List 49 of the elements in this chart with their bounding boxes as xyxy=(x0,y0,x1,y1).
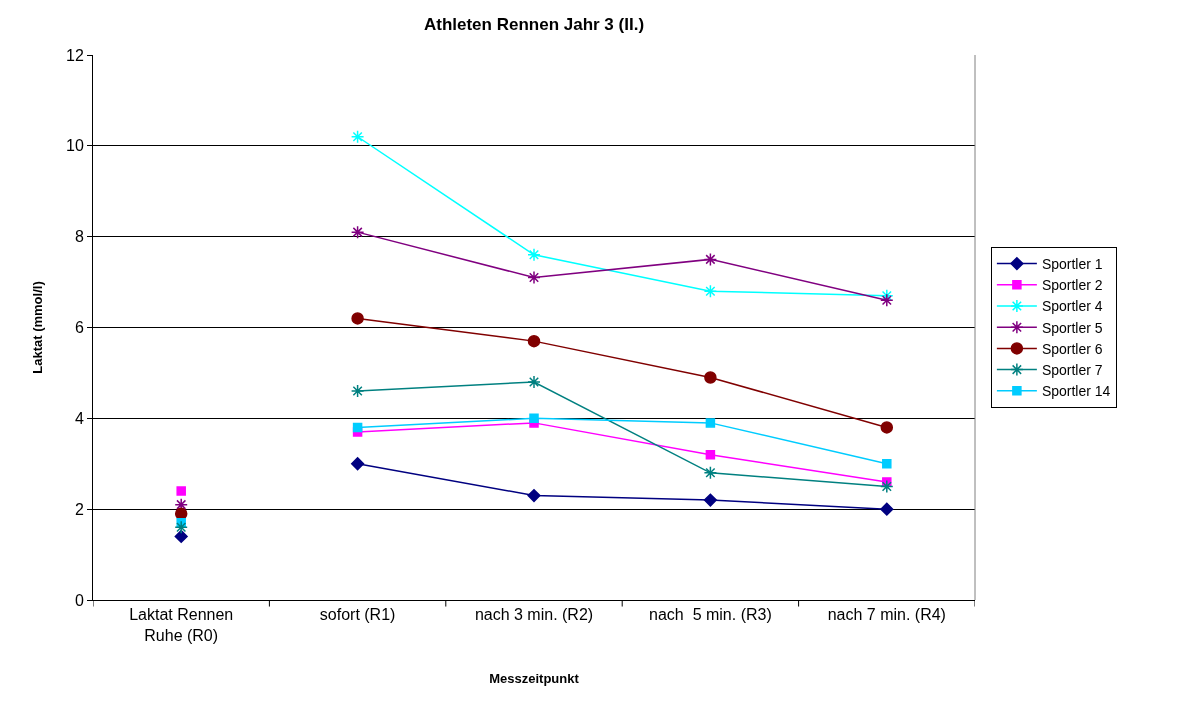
point xyxy=(880,502,894,516)
y-tick-label: 4 xyxy=(74,409,84,427)
point xyxy=(351,457,365,471)
point xyxy=(527,248,541,262)
x-tick-label: Laktat Rennen Ruhe (R0) xyxy=(129,606,234,644)
point xyxy=(527,334,541,348)
y-tick-label: 6 xyxy=(74,319,84,337)
legend-label: Sportler 1 xyxy=(1041,256,1103,273)
point xyxy=(527,375,541,389)
x-tick-label: sofort (R1) xyxy=(319,606,396,624)
y-tick-label: 2 xyxy=(74,500,84,518)
y-tick-label: 8 xyxy=(74,228,84,246)
legend-label: Sportler 2 xyxy=(1041,277,1103,294)
point xyxy=(705,418,716,428)
point xyxy=(527,488,541,503)
point xyxy=(704,371,717,384)
point xyxy=(351,312,364,325)
x-tick-label: nach 3 min. (R2) xyxy=(474,606,594,624)
point xyxy=(703,284,718,298)
y-tick-label: 10 xyxy=(66,137,84,155)
y-axis-title: Laktat (mmol/l) xyxy=(29,281,45,374)
point xyxy=(527,270,541,285)
x-tick-label: nach 5 min. (R3) xyxy=(649,606,772,624)
chart-title: Athleten Rennen Jahr 3 (II.) xyxy=(423,14,645,34)
y-tick-label: 0 xyxy=(74,591,84,609)
point xyxy=(350,130,365,144)
x-tick-label: nach 7 min. (R4) xyxy=(827,606,946,624)
point xyxy=(703,466,718,480)
point xyxy=(703,493,717,507)
legend-label: Sportler 7 xyxy=(1041,362,1103,379)
point xyxy=(174,529,188,544)
y-tick-label: 12 xyxy=(66,46,84,64)
point xyxy=(882,459,892,469)
point xyxy=(174,520,188,535)
legend-label: Sportler 14 xyxy=(1041,383,1111,400)
point xyxy=(352,422,363,433)
point xyxy=(880,421,894,434)
point xyxy=(529,413,539,424)
point xyxy=(880,479,894,494)
legend-label: Sportler 6 xyxy=(1041,340,1103,357)
point xyxy=(350,225,365,239)
point xyxy=(350,384,365,398)
legend-label: Sportler 4 xyxy=(1041,298,1103,315)
point xyxy=(705,449,716,460)
point xyxy=(703,252,718,267)
point xyxy=(880,293,894,307)
point xyxy=(176,486,186,496)
x-axis-title: Messzeitpunkt xyxy=(489,670,580,686)
legend-label: Sportler 5 xyxy=(1041,319,1103,336)
